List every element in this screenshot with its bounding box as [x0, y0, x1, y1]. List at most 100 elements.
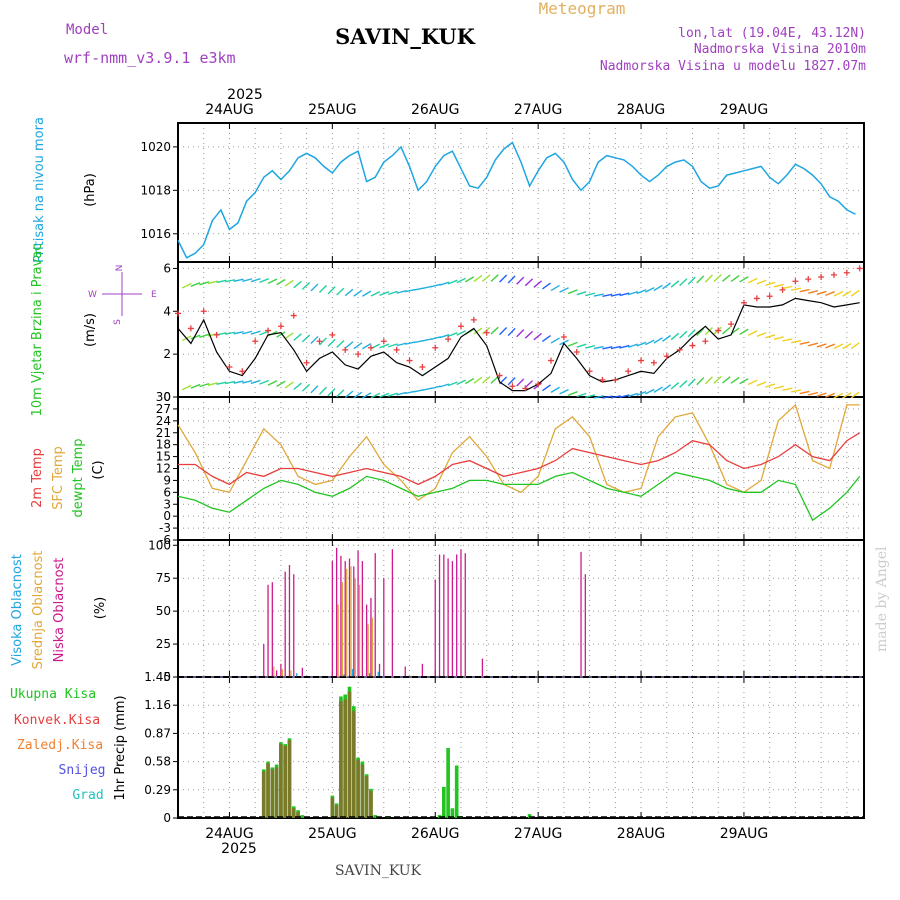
cloud-unit: (%): [93, 597, 108, 620]
wind-barb: [344, 390, 354, 399]
wind-barb: [739, 377, 749, 385]
wind-barb: [636, 289, 647, 295]
wind-barb: [653, 337, 663, 344]
wind-barb: [447, 279, 458, 285]
precip-bar-konvek: [330, 797, 335, 818]
wind-barb: [284, 381, 294, 389]
precip-bar-konvek: [283, 746, 288, 818]
gust-point: [663, 353, 670, 360]
wind-barb: [473, 274, 483, 282]
wind-barb: [516, 276, 525, 285]
wind-barb: [662, 282, 671, 290]
wind-barb: [790, 339, 802, 344]
gust-point: [856, 265, 863, 272]
legend-konvek: Konvek.Kisa: [14, 713, 100, 728]
wind-barb: [447, 332, 458, 338]
wind-barb: [653, 284, 663, 292]
ytick-label: 24: [156, 414, 171, 428]
gust-point: [239, 368, 246, 375]
altitude: Nadmorska Visina 2010m: [694, 42, 866, 57]
footer-station: SAVIN_KUK: [335, 863, 422, 879]
wind-barb: [739, 276, 749, 283]
wind-barb: [413, 389, 424, 393]
ytick-label: 1018: [140, 183, 171, 197]
lonlat: lon,lat (19.04E, 43.12N): [678, 26, 866, 41]
wind-barb: [765, 281, 776, 286]
pressure-ylabel: Pritisak na nivou mora: [32, 117, 47, 263]
wind-barb: [499, 327, 508, 336]
gust-point: [445, 336, 452, 343]
wind-barb: [242, 330, 253, 335]
gust-point: [470, 316, 477, 323]
wind-barb: [576, 291, 587, 296]
gust-point: [689, 342, 696, 349]
wind-barb: [662, 334, 671, 342]
pressure-line: [177, 141, 856, 259]
credit: made by Angel: [874, 546, 890, 652]
wind-barb: [533, 280, 542, 288]
ytick-label: 6: [163, 485, 171, 499]
wind-barb: [850, 289, 860, 297]
wind-barb: [405, 288, 416, 293]
gust-point: [406, 357, 413, 364]
gust-point: [509, 383, 516, 390]
day-label-top: 24AUG: [205, 102, 254, 118]
wind-barb: [318, 337, 327, 346]
gust-point: [522, 385, 529, 392]
cloud-plot: 0 25 50 75 100: [148, 538, 865, 684]
wind-barb: [207, 280, 218, 285]
wind-barb: [259, 330, 270, 336]
ytick-label: 1016: [140, 227, 171, 241]
ytick-label: 25: [156, 637, 171, 651]
wind-barb: [301, 383, 311, 392]
gust-point: [265, 327, 272, 334]
wind-barb: [464, 276, 475, 283]
pressure-unit: (hPa): [83, 173, 98, 207]
wind-barb: [250, 330, 261, 335]
gust-point: [187, 325, 194, 332]
temp-unit: (C): [91, 460, 106, 479]
precip-plot: 0 0.29 0.58 0.87 1.16 1.45: [144, 670, 865, 825]
pressure-panel: Pritisak na nivou mora (hPa): [32, 117, 98, 263]
wind-barb: [387, 392, 398, 397]
wind-barb: [576, 392, 587, 398]
wind-barb: [645, 388, 655, 395]
model-altitude: Nadmorska Visina u modelu 1827.07m: [600, 59, 866, 74]
precip-bar-konvek: [279, 744, 283, 818]
gust-point: [290, 312, 297, 319]
wind-barb: [259, 278, 270, 284]
wind-speed-line: [177, 297, 860, 392]
wind-barb: [653, 386, 663, 393]
gust-point: [380, 338, 387, 345]
wind-barb: [396, 391, 407, 396]
wind-barb: [756, 279, 767, 285]
wind-barb: [353, 391, 363, 399]
wind-barb: [610, 293, 621, 297]
sfc-temp-line: [177, 403, 860, 502]
wind-barb: [301, 334, 311, 343]
model-label: Model: [66, 22, 108, 38]
wind-barb: [799, 390, 810, 395]
wind-barb: [284, 279, 294, 287]
wind-barb: [790, 389, 802, 393]
temp2m-line: [178, 432, 861, 486]
wind-barb: [422, 387, 433, 391]
ytick-label: 1.45: [144, 670, 171, 684]
ytick-label: 0: [163, 670, 171, 684]
niska-ylabel: Niska Oblacnost: [52, 558, 67, 663]
precip-bar-konvek: [343, 699, 348, 818]
gust-point: [599, 376, 606, 383]
wind-barb: [353, 342, 363, 350]
wind-barb: [808, 290, 819, 294]
precip-bar-konvek: [360, 764, 365, 818]
gust-point: [200, 308, 207, 315]
wind-barb: [405, 341, 416, 345]
wind-barb: [773, 336, 784, 341]
wind-barb: [516, 378, 525, 387]
wind-barb: [687, 329, 696, 338]
wind-barb: [190, 334, 201, 340]
wind-barb: [619, 292, 630, 297]
wind-barb: [670, 382, 680, 390]
ytick-label: 1.16: [144, 698, 171, 712]
wind-barb: [756, 381, 767, 387]
